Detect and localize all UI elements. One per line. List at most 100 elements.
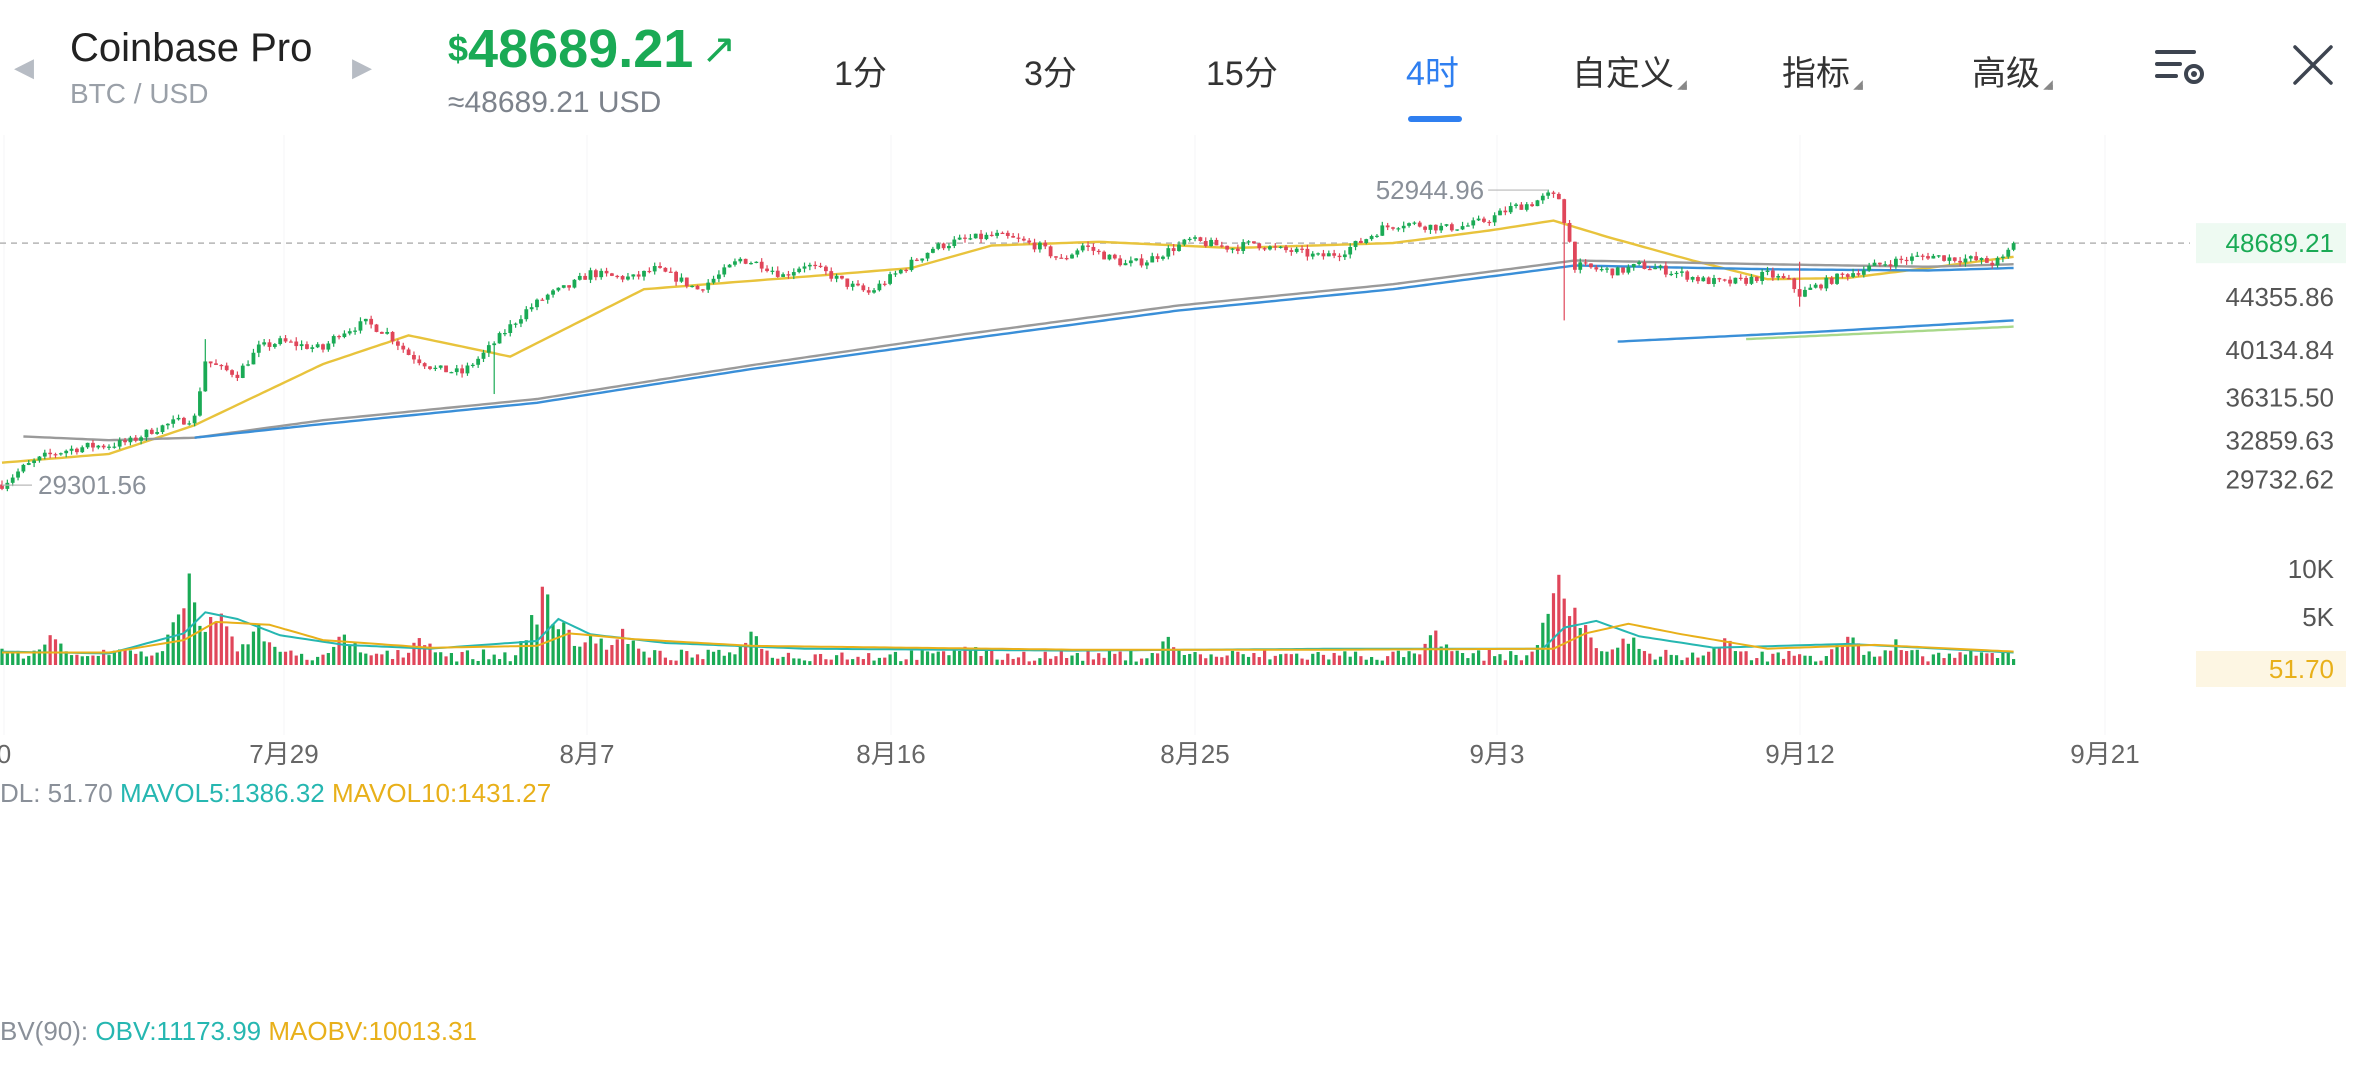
candle-body (133, 437, 138, 441)
candle-body (1171, 248, 1176, 252)
volume-bar (1814, 661, 1818, 665)
candle-body (2001, 256, 2005, 258)
ma-line (1617, 319, 2014, 343)
volume-bar (1637, 648, 1641, 665)
volume-bar (1578, 628, 1582, 665)
candle-body (1080, 245, 1085, 251)
dropdown-caret-icon (1677, 80, 1687, 90)
volume-bar (455, 661, 459, 665)
candle-body (1471, 220, 1476, 226)
volume-bar (1749, 660, 1754, 665)
candle-body (363, 318, 368, 322)
volume-bar (86, 656, 90, 665)
tab-advanced[interactable]: 高级 (1972, 46, 2054, 95)
chevron-left-icon[interactable]: ◀ (14, 52, 34, 82)
candle-body (91, 442, 95, 448)
candle-body (1300, 248, 1304, 250)
candle-body (470, 364, 475, 366)
volume-bar (262, 641, 266, 665)
volume-bar (401, 657, 405, 665)
volume-bar (1070, 655, 1074, 665)
candle-body (1112, 254, 1117, 259)
candle-body (165, 423, 170, 426)
tab-label: 自定义 (1572, 55, 1674, 93)
list-settings-icon[interactable] (2154, 44, 2208, 90)
volume-bar (1632, 637, 1636, 665)
candle-body (1813, 284, 1818, 288)
volume-bar (487, 659, 491, 665)
volume-bar (642, 651, 646, 665)
candle-body (390, 331, 395, 342)
obv-prefix: BV(90): (0, 1016, 89, 1046)
volume-bar (294, 655, 298, 665)
volume-bar (80, 656, 84, 665)
candle-body (1000, 232, 1005, 235)
volume-bar (1840, 644, 1844, 665)
candle-body (1139, 258, 1144, 266)
candle-body (813, 264, 818, 267)
candle-body (1070, 254, 1074, 259)
candle-body (1021, 238, 1026, 241)
volume-bar (840, 652, 844, 665)
volume-bar (412, 642, 416, 665)
volume-bar (1316, 652, 1320, 665)
volume-bar (128, 650, 132, 665)
volume-bar (1086, 649, 1090, 665)
tab-15min[interactable]: 15分 (1206, 46, 1278, 95)
volume-bar (267, 642, 272, 665)
candle-body (1492, 215, 1497, 223)
volume-bar (867, 653, 871, 665)
candle-body (1546, 192, 1551, 196)
candle-body (1920, 255, 1925, 257)
tab-4h[interactable]: 4时 (1406, 46, 1459, 95)
candle-body (1995, 257, 2000, 266)
candle-body (1375, 235, 1379, 237)
tab-custom[interactable]: 自定义 (1572, 46, 1688, 95)
candle-body (1487, 221, 1492, 224)
volume-bar (300, 653, 304, 665)
price-annotations: 52944.96 29301.56 (2, 175, 1549, 500)
candle-body (112, 446, 117, 448)
candle-body (679, 277, 684, 282)
candle-body (1054, 256, 1058, 258)
candle-body (914, 259, 919, 261)
candle-body (53, 454, 58, 456)
volume-bar (679, 649, 684, 665)
chevron-right-icon[interactable]: ▶ (352, 52, 372, 82)
tab-1min[interactable]: 1分 (834, 46, 887, 95)
volume-bar (27, 655, 31, 665)
candle-body (909, 259, 914, 271)
volume-bar (1444, 644, 1449, 665)
candle-body (101, 445, 106, 448)
candle-body (1059, 257, 1064, 259)
candlestick-chart[interactable]: 0 7月29 8月7 8月16 8月25 9月3 9月12 9月21 48689.21 4435… (0, 135, 2356, 1079)
exchange-name[interactable]: Coinbase Pro (70, 26, 313, 70)
tab-indicators[interactable]: 指标 (1782, 46, 1864, 95)
candle-body (1305, 248, 1310, 257)
candle-body (759, 261, 764, 269)
candle-body (428, 366, 432, 369)
volume-bar (1348, 656, 1352, 665)
tab-3min[interactable]: 3分 (1024, 46, 1077, 95)
volume-bar (396, 650, 400, 665)
candle-body (149, 429, 154, 434)
volume-bar (246, 644, 250, 665)
volume-bar (1214, 656, 1219, 665)
candle-body (1621, 267, 1625, 273)
volume-bar (1642, 651, 1647, 665)
candle-body (979, 233, 983, 240)
candle-body (791, 272, 796, 276)
obv-value: OBV:11173.99 (95, 1016, 262, 1046)
candle-body (1936, 255, 1941, 257)
candle-body (1637, 262, 1641, 265)
volume-bar (1514, 654, 1518, 665)
volume-bar (1824, 656, 1828, 665)
volume-bar (524, 640, 528, 665)
dropdown-caret-icon (2043, 80, 2053, 90)
close-icon[interactable] (2290, 42, 2336, 88)
candle-body (1872, 262, 1877, 266)
volume-bar (1139, 658, 1144, 665)
candle-body (1647, 268, 1652, 271)
volume-bar (1551, 593, 1556, 665)
candle-body (706, 282, 711, 290)
